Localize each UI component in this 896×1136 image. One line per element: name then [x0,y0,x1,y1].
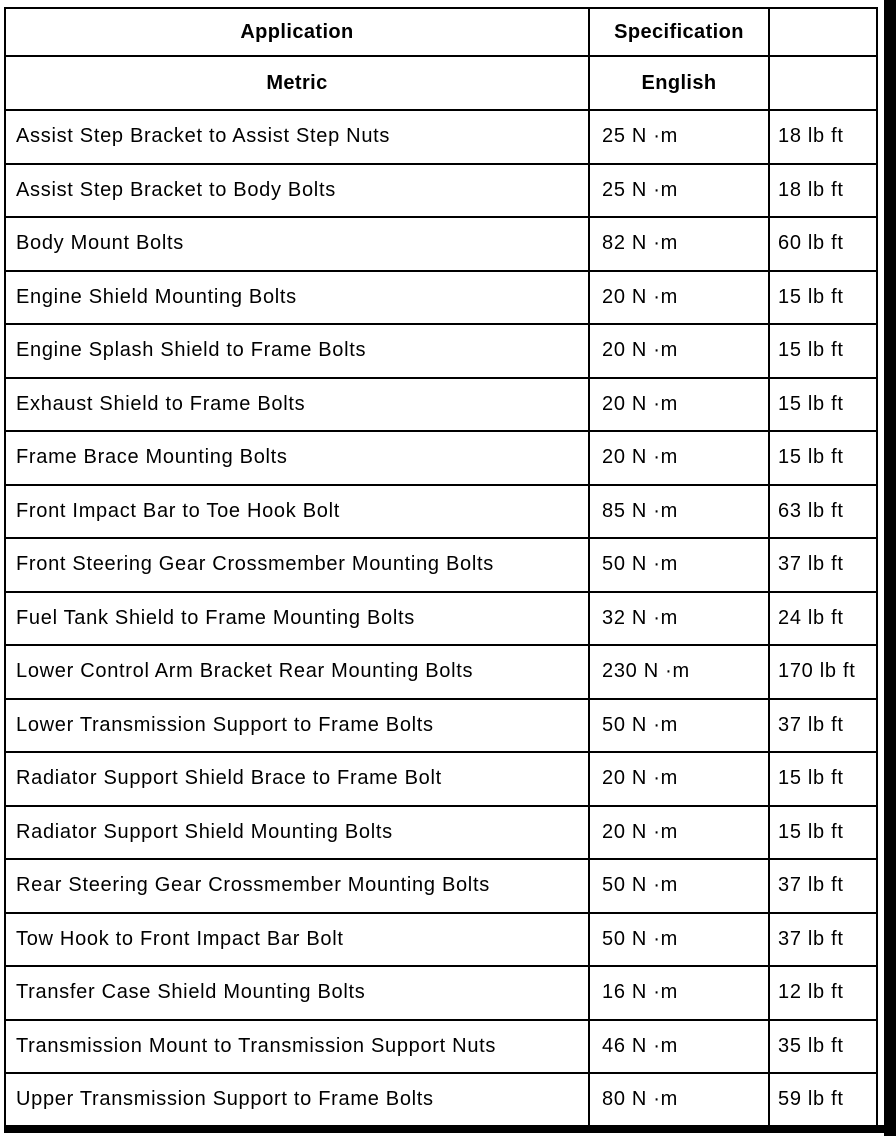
metric-value-cell: 50 N ·m [588,537,770,593]
english-value-cell: 15 lb ft [768,269,878,325]
english-value-cell: 37 lb ft [768,911,878,967]
metric-value-cell: 25 N ·m [588,162,770,218]
metric-value-cell: 20 N ·m [588,751,770,807]
application-cell: Front Impact Bar to Toe Hook Bolt [4,483,590,539]
metric-header: Metric [4,55,590,111]
specification-header: Specification [588,7,770,57]
application-cell: Lower Control Arm Bracket Rear Mounting … [4,644,590,700]
english-value-cell: 12 lb ft [768,965,878,1021]
english-value-cell: 60 lb ft [768,216,878,272]
metric-value-cell: 82 N ·m [588,216,770,272]
header-row-titles: Application Specification [4,7,878,57]
english-value-cell: 18 lb ft [768,162,878,218]
english-value-cell: 35 lb ft [768,1018,878,1074]
table-row: Assist Step Bracket to Assist Step Nuts … [4,109,878,165]
table-row: Upper Transmission Support to Frame Bolt… [4,1072,878,1128]
metric-value-cell: 20 N ·m [588,804,770,860]
application-cell: Front Steering Gear Crossmember Mounting… [4,537,590,593]
english-value-cell: 59 lb ft [768,1072,878,1128]
metric-value-cell: 25 N ·m [588,109,770,165]
application-header: Application [4,7,590,57]
metric-value-cell: 20 N ·m [588,430,770,486]
table-row: Body Mount Bolts 82 N ·m 60 lb ft [4,216,878,272]
application-cell: Frame Brace Mounting Bolts [4,430,590,486]
application-cell: Engine Shield Mounting Bolts [4,269,590,325]
metric-value-cell: 50 N ·m [588,911,770,967]
table-row: Tow Hook to Front Impact Bar Bolt 50 N ·… [4,911,878,967]
metric-value-cell: 50 N ·m [588,858,770,914]
application-cell: Assist Step Bracket to Body Bolts [4,162,590,218]
application-cell: Lower Transmission Support to Frame Bolt… [4,697,590,753]
english-value-cell: 63 lb ft [768,483,878,539]
application-cell: Tow Hook to Front Impact Bar Bolt [4,911,590,967]
table-row: Lower Transmission Support to Frame Bolt… [4,697,878,753]
application-cell: Fuel Tank Shield to Frame Mounting Bolts [4,590,590,646]
specification-extra-header [768,7,878,57]
table-row: Rear Steering Gear Crossmember Mounting … [4,858,878,914]
table-row: Engine Shield Mounting Bolts 20 N ·m 15 … [4,269,878,325]
application-cell: Transfer Case Shield Mounting Bolts [4,965,590,1021]
page-edge-bottom [4,1125,896,1133]
table-row: Engine Splash Shield to Frame Bolts 20 N… [4,323,878,379]
english-value-cell: 15 lb ft [768,804,878,860]
application-cell: Rear Steering Gear Crossmember Mounting … [4,858,590,914]
application-cell: Transmission Mount to Transmission Suppo… [4,1018,590,1074]
metric-value-cell: 16 N ·m [588,965,770,1021]
table-body: Assist Step Bracket to Assist Step Nuts … [4,109,878,1128]
table-header: Application Specification Metric English [4,7,878,111]
english-header: English [588,55,770,111]
header-row-units: Metric English [4,55,878,111]
metric-value-cell: 80 N ·m [588,1072,770,1128]
metric-value-cell: 50 N ·m [588,697,770,753]
english-value-cell: 15 lb ft [768,751,878,807]
table-row: Front Steering Gear Crossmember Mounting… [4,537,878,593]
torque-specifications-table: Application Specification Metric English… [4,7,878,1128]
english-value-cell: 24 lb ft [768,590,878,646]
page-edge-right [884,0,896,1136]
table-row: Exhaust Shield to Frame Bolts 20 N ·m 15… [4,376,878,432]
application-cell: Upper Transmission Support to Frame Bolt… [4,1072,590,1128]
table-row: Frame Brace Mounting Bolts 20 N ·m 15 lb… [4,430,878,486]
table-row: Radiator Support Shield Mounting Bolts 2… [4,804,878,860]
english-value-cell: 15 lb ft [768,376,878,432]
english-value-cell: 37 lb ft [768,858,878,914]
english-value-cell: 37 lb ft [768,697,878,753]
application-cell: Exhaust Shield to Frame Bolts [4,376,590,432]
table-row: Radiator Support Shield Brace to Frame B… [4,751,878,807]
application-cell: Assist Step Bracket to Assist Step Nuts [4,109,590,165]
metric-value-cell: 20 N ·m [588,376,770,432]
english-extra-header [768,55,878,111]
metric-value-cell: 20 N ·m [588,323,770,379]
application-cell: Radiator Support Shield Mounting Bolts [4,804,590,860]
table-row: Lower Control Arm Bracket Rear Mounting … [4,644,878,700]
english-value-cell: 15 lb ft [768,323,878,379]
table-row: Assist Step Bracket to Body Bolts 25 N ·… [4,162,878,218]
metric-value-cell: 85 N ·m [588,483,770,539]
metric-value-cell: 230 N ·m [588,644,770,700]
table-row: Fuel Tank Shield to Frame Mounting Bolts… [4,590,878,646]
english-value-cell: 37 lb ft [768,537,878,593]
application-cell: Engine Splash Shield to Frame Bolts [4,323,590,379]
metric-value-cell: 20 N ·m [588,269,770,325]
application-cell: Radiator Support Shield Brace to Frame B… [4,751,590,807]
table-row: Transmission Mount to Transmission Suppo… [4,1018,878,1074]
application-cell: Body Mount Bolts [4,216,590,272]
table-row: Front Impact Bar to Toe Hook Bolt 85 N ·… [4,483,878,539]
table-row: Transfer Case Shield Mounting Bolts 16 N… [4,965,878,1021]
english-value-cell: 15 lb ft [768,430,878,486]
english-value-cell: 170 lb ft [768,644,878,700]
metric-value-cell: 32 N ·m [588,590,770,646]
english-value-cell: 18 lb ft [768,109,878,165]
metric-value-cell: 46 N ·m [588,1018,770,1074]
